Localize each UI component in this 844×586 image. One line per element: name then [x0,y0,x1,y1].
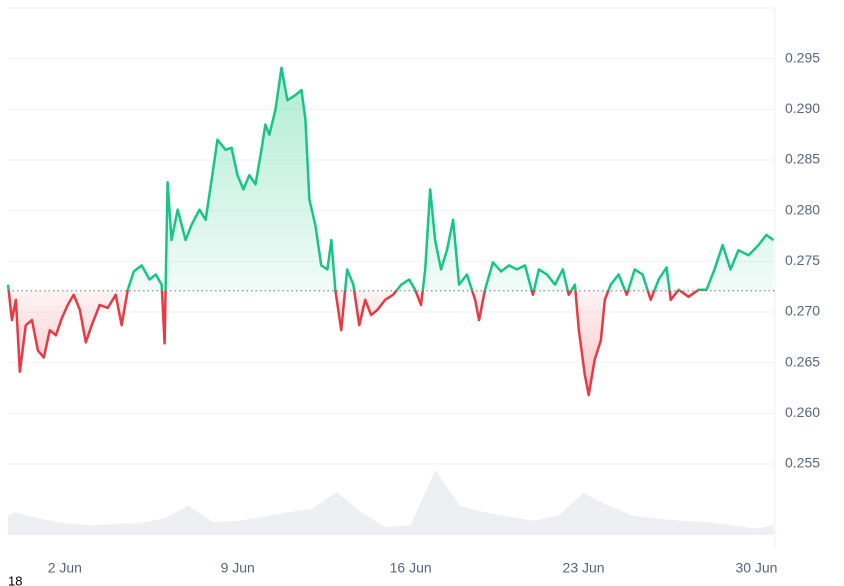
y-tick-label: 0.260 [785,404,820,420]
y-tick-label: 0.270 [785,303,820,319]
y-tick-label: 0.255 [785,455,820,471]
cutoff-label: 18 [8,573,22,586]
price-area [8,67,774,396]
x-tick-label: 2 Jun [48,560,82,576]
y-tick-label: 0.280 [785,201,820,217]
price-line [6,66,775,397]
y-tick-label: 0.285 [785,151,820,167]
y-tick-label: 0.295 [785,49,820,65]
y-tick-label: 0.265 [785,353,820,369]
x-tick-label: 9 Jun [221,560,255,576]
y-tick-label: 0.275 [785,252,820,268]
volume-area [8,470,774,535]
x-tick-label: 30 Jun [735,560,777,576]
x-tick-label: 23 Jun [563,560,605,576]
y-tick-label: 0.290 [785,100,820,116]
x-tick-label: 16 Jun [390,560,432,576]
